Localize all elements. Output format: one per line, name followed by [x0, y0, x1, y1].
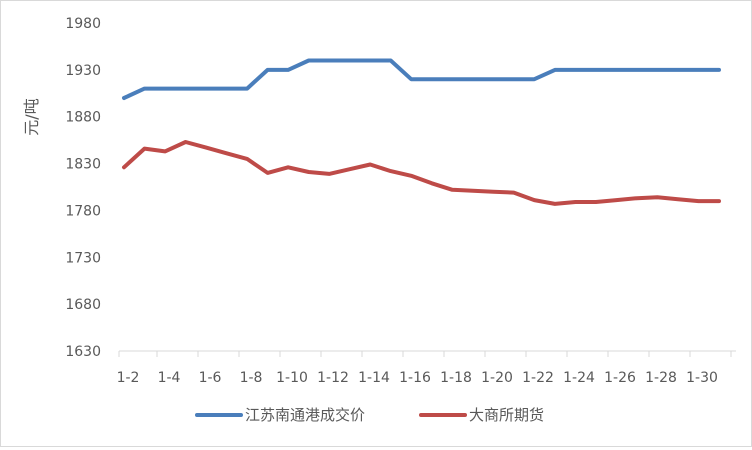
y-tick-label: 1730: [65, 250, 101, 266]
x-tick-label: 1-2: [117, 370, 140, 386]
x-tick-label: 1-30: [686, 370, 718, 386]
y-axis-title: 元/吨: [22, 98, 41, 135]
x-tick-label: 1-4: [158, 370, 181, 386]
series-lines: [122, 58, 721, 206]
x-tick-label: 1-16: [399, 370, 431, 386]
y-tick-label: 1930: [65, 63, 101, 79]
x-tick-label: 1-12: [317, 370, 349, 386]
y-tick-label: 1630: [65, 344, 101, 360]
y-tick-label: 1830: [65, 157, 101, 173]
y-tick-labels: 1630 1680 1730 1780 1830 1880 1930 1980: [65, 16, 101, 360]
x-tick-label: 1-26: [604, 370, 636, 386]
series-line-0: [122, 58, 721, 100]
y-tick-label: 1880: [65, 110, 101, 126]
x-tick-label: 1-22: [522, 370, 554, 386]
y-tick-label: 1780: [65, 203, 101, 219]
x-tick-label: 1-6: [199, 370, 222, 386]
x-tick-label: 1-20: [481, 370, 513, 386]
y-tick-label: 1980: [65, 16, 101, 32]
x-tick-label: 1-10: [276, 370, 308, 386]
series-line-1: [122, 140, 721, 206]
x-tick-label: 1-14: [358, 370, 390, 386]
legend: 江苏南通港成交价 大商所期货: [195, 406, 544, 424]
x-tick-labels: 1-2 1-4 1-6 1-8 1-10 1-12 1-14 1-16 1-18 1-20 1-22…: [117, 370, 718, 386]
x-tick-label: 1-18: [440, 370, 472, 386]
legend-label-1: 大商所期货: [469, 406, 544, 424]
legend-label-0: 江苏南通港成交价: [245, 406, 365, 424]
x-ticks: [118, 351, 732, 357]
y-tick-label: 1680: [65, 297, 101, 313]
x-tick-label: 1-8: [240, 370, 263, 386]
y-axis-title-text: 元/吨: [22, 98, 41, 135]
x-tick-label: 1-24: [563, 370, 595, 386]
x-tick-label: 1-28: [645, 370, 677, 386]
